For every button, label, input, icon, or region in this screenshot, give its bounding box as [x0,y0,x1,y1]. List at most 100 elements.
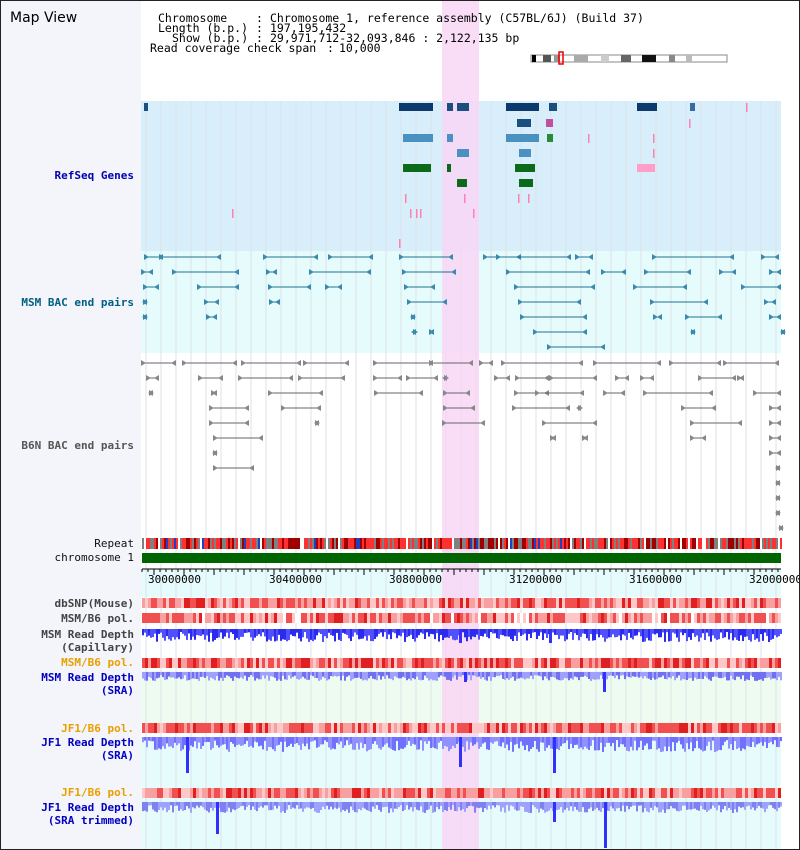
track-label-jf1-depth[interactable]: JF1 Read Depth [41,736,134,749]
track-label-refseq[interactable]: RefSeq Genes [54,169,134,182]
track-label-jf1-b6-pol-2[interactable]: JF1/B6 pol. [61,786,134,799]
repeat-segment [160,538,162,549]
track-label-chromosome[interactable]: chromosome 1 [54,551,134,564]
read-depth-bar [648,802,650,813]
track-label-jf1-b6-pol[interactable]: JF1/B6 pol. [61,722,134,735]
density-strip [415,723,418,733]
density-strip [709,788,712,798]
density-strip [709,598,712,608]
density-strip [667,658,670,668]
density-strip [319,788,322,798]
density-strip [556,723,559,733]
repeat-segment [674,538,676,549]
density-strip [220,788,223,798]
density-strip [604,723,607,733]
read-depth-bar [534,737,536,741]
density-strip [166,723,169,733]
density-strip [199,598,202,608]
density-strip [229,658,232,668]
read-depth-bar [538,629,540,636]
density-strip [670,613,673,623]
density-strip [598,658,601,668]
density-strip [442,613,445,623]
density-strip [313,658,316,668]
density-strip [166,613,169,623]
b6n-bac-end [514,390,519,396]
density-strip [730,658,733,668]
repeat-segment [536,538,538,549]
density-strip [163,598,166,608]
read-depth-bar [250,629,252,638]
msm-bac-end [430,284,435,290]
read-depth-bar [652,672,654,678]
density-strip [586,723,589,733]
read-depth-bar [404,672,406,678]
track-label-dbsnp[interactable]: dbSNP(Mouse) [54,597,134,610]
read-depth-bar [710,672,712,681]
density-strip [151,613,154,623]
density-strip [559,613,562,623]
density-strip [640,723,643,733]
read-depth-bar [704,672,706,677]
length-colon: : [256,21,263,35]
density-strip [442,598,445,608]
track-label-msm-depth-sra[interactable]: MSM Read Depth [41,671,134,684]
read-depth-bar [630,802,632,807]
read-depth-bar [514,629,516,636]
repeat-segment [488,538,490,549]
density-strip [286,658,289,668]
msm-bac-end [633,284,638,290]
read-depth-bar [500,802,502,812]
density-strip [271,598,274,608]
read-depth-bar [520,672,522,678]
density-strip [235,613,238,623]
track-label-b6n-bac[interactable]: B6N BAC end pairs [21,439,134,452]
repeat-segment [478,538,480,549]
density-strip [508,723,511,733]
density-strip [319,598,322,608]
density-strip [487,613,490,623]
repeat-segment [588,538,590,549]
read-depth-bar [302,629,304,638]
read-depth-bar [168,629,170,640]
track-label-msm-b6-pol[interactable]: MSM/B6 pol. [61,612,134,625]
density-strip [736,723,739,733]
track-label-msm-b6-pol-sra[interactable]: MSM/B6 pol. [61,656,134,669]
repeat-segment [190,538,192,549]
density-strip [595,598,598,608]
read-depth-bar [376,802,378,806]
read-depth-bar [320,629,322,634]
density-strip [553,788,556,798]
read-depth-bar [412,672,414,679]
track-label-msm-depth-cap[interactable]: MSM Read Depth [41,628,134,641]
density-strip [766,613,769,623]
read-depth-bar [348,802,350,813]
repeat-segment [480,538,482,549]
read-depth-bar [680,802,682,811]
b6n-bac-end [690,435,695,441]
read-depth-bar [670,802,672,807]
density-strip [190,598,193,608]
density-strip [361,613,364,623]
read-depth-bar [696,802,698,810]
read-depth-bar [224,737,226,745]
track-label-jf1-depth-trim[interactable]: JF1 Read Depth [41,801,134,814]
track-label-repeat[interactable]: Repeat [94,537,134,550]
density-strip [616,598,619,608]
track-label-msm-bac[interactable]: MSM BAC end pairs [21,296,134,309]
repeat-segment [336,538,338,549]
read-depth-bar [748,802,750,806]
read-depth-bar [564,737,566,744]
read-depth-bar [290,629,292,635]
read-depth-bar [178,629,180,640]
read-depth-bar [704,737,706,751]
read-depth-bar [220,672,222,678]
read-depth-bar [716,629,718,640]
show-label: Show (b.p.) [172,31,249,45]
density-strip [163,788,166,798]
density-strip [334,723,337,733]
read-depth-bar [678,629,680,642]
read-depth-bar [658,737,660,749]
read-depth-bar [546,737,548,748]
